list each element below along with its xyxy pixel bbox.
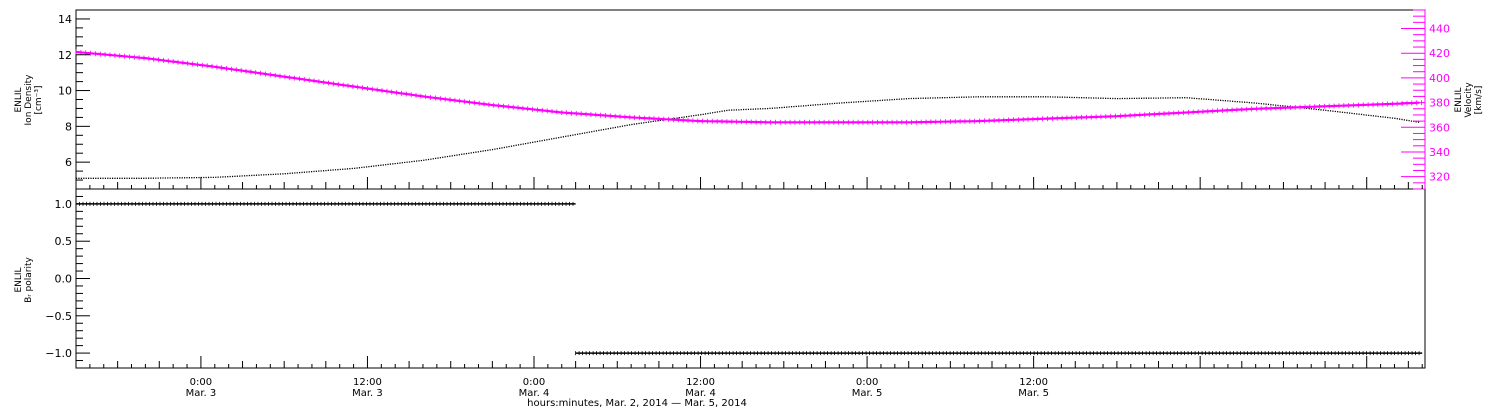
x-tick-date: Mar. 3 <box>186 388 217 399</box>
velocity-axis-title-line: Velocity <box>1464 82 1474 118</box>
polarity-tick-label: −1.0 <box>45 347 72 360</box>
top-panel-frame <box>75 9 1426 190</box>
polarity-tick-label: 1.0 <box>55 198 73 211</box>
velocity-axis-title-line: [km/s] <box>1474 86 1484 115</box>
density-tick-label: 6 <box>65 156 72 169</box>
ion-density-line <box>76 96 1420 179</box>
x-tick-time: 12:00 <box>686 377 715 388</box>
x-tick-date: Mar. 5 <box>852 388 883 399</box>
ion-density-series <box>76 96 1420 179</box>
x-tick-time: 12:00 <box>1019 377 1048 388</box>
density-tick-label: 8 <box>65 120 72 133</box>
polarity-axis-title-line: ENLIL <box>14 267 24 292</box>
density-axis-title-line: Ion Density <box>24 74 34 126</box>
velocity-markers <box>75 49 1422 125</box>
velocity-tick-label: 360 <box>1429 121 1450 134</box>
velocity-tick-label: 340 <box>1429 146 1450 159</box>
density-axis-title-line: ENLIL <box>14 87 24 112</box>
density-axis-title: ENLIL Ion Density [cm⁻³] <box>14 74 44 126</box>
density-tick-label: 14 <box>58 13 72 26</box>
polarity-axis-title: ENLIL Bᵣ polarity <box>14 256 34 302</box>
x-tick-time: 0:00 <box>190 377 212 388</box>
x-tick-time: 0:00 <box>523 377 545 388</box>
x-tick-date: Mar. 4 <box>685 388 716 399</box>
panel-frames <box>75 9 1426 369</box>
velocity-tick-label: 400 <box>1429 72 1450 85</box>
velocity-tick-label: 420 <box>1429 47 1450 60</box>
velocity-series <box>75 49 1422 125</box>
axes <box>75 9 1426 369</box>
velocity-tick-label: 320 <box>1429 171 1450 184</box>
x-tick-date: Mar. 5 <box>1018 388 1049 399</box>
polarity-tick-label: 0.5 <box>55 235 73 248</box>
polarity-series <box>75 201 1423 356</box>
polarity-axis-title-line: Bᵣ polarity <box>24 256 34 302</box>
x-tick-date: Mar. 3 <box>352 388 383 399</box>
polarity-tick-label: 0.0 <box>55 273 73 286</box>
polarity-tick-label: −0.5 <box>45 310 72 323</box>
density-axis-title-line: [cm⁻³] <box>34 85 44 114</box>
bottom-panel-frame <box>75 188 1426 369</box>
x-tick-time: 12:00 <box>353 377 382 388</box>
velocity-axis-title: ENLIL Velocity [km/s] <box>1454 82 1484 118</box>
polarity-markers-2 <box>575 351 1420 356</box>
density-tick-label: 12 <box>58 49 72 62</box>
velocity-tick-label: 440 <box>1429 23 1450 36</box>
axis-labels: hours:minutes, Mar. 2, 2014 — Mar. 5, 20… <box>14 13 1484 409</box>
velocity-axis-title-line: ENLIL <box>1454 87 1464 112</box>
velocity-line <box>75 50 1420 124</box>
density-tick-label: 10 <box>58 85 72 98</box>
velocity-tick-label: 380 <box>1429 97 1450 110</box>
x-tick-time: 0:00 <box>856 377 878 388</box>
x-axis-title: hours:minutes, Mar. 2, 2014 — Mar. 5, 20… <box>527 398 747 409</box>
x-tick-date: Mar. 4 <box>519 388 550 399</box>
